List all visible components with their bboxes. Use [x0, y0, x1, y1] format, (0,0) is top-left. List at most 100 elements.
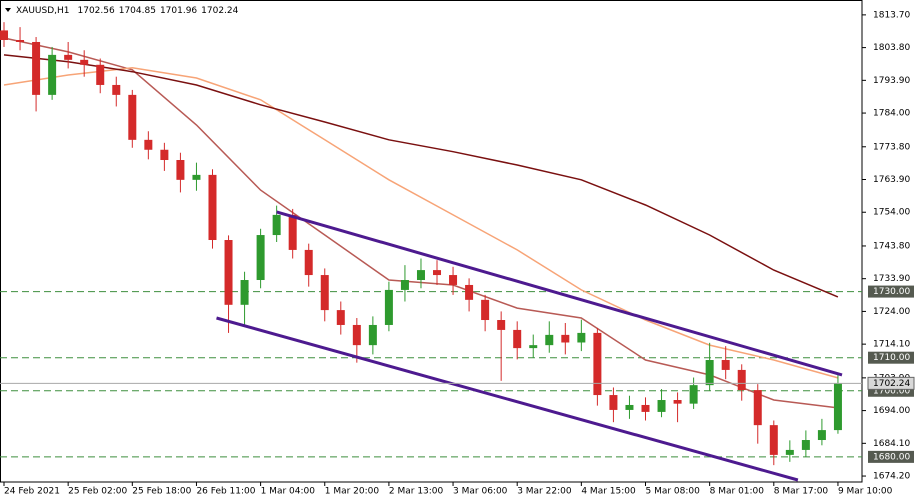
header-high: 1704.85 [119, 6, 156, 16]
candle-body [753, 390, 762, 426]
x-tick-label: 1 Mar 04:00 [261, 487, 316, 497]
x-tick-label: 25 Feb 18:00 [132, 487, 191, 497]
candle-body [769, 425, 778, 455]
candle-body [785, 449, 794, 455]
x-tick-label: 3 Mar 22:00 [517, 487, 572, 497]
moving-average [3, 54, 839, 298]
candle-body [497, 320, 506, 330]
candle-body [561, 334, 570, 343]
candle-body [529, 345, 538, 349]
level-label: 1680.00 [873, 452, 910, 462]
x-tick-label: 26 Feb 11:00 [196, 487, 255, 497]
candle-body [144, 139, 153, 150]
candle-body [64, 54, 73, 60]
candle-body [801, 440, 810, 450]
candle-body [657, 400, 666, 412]
candle-body [705, 360, 714, 386]
candle-body [673, 400, 682, 404]
x-tick-label: 24 Feb 2021 [4, 487, 60, 497]
y-tick-label: 1714.10 [873, 340, 910, 350]
candle-body [16, 40, 25, 42]
candle-body [304, 249, 313, 276]
candle-body [224, 240, 233, 305]
x-tick-label: 8 Mar 17:00 [774, 487, 829, 497]
x-tick-label: 3 Mar 06:00 [453, 487, 508, 497]
channel-line [216, 316, 799, 482]
candle-body [336, 310, 345, 325]
header-arrow [5, 8, 11, 12]
x-tick-label: 5 Mar 08:00 [645, 487, 700, 497]
candle-body [0, 30, 9, 41]
symbol: XAUUSD,H1 [16, 6, 70, 16]
candle-body [320, 275, 329, 311]
candle-body [240, 280, 249, 305]
header-low: 1701.96 [160, 6, 197, 16]
candle-body [641, 404, 650, 412]
header: XAUUSD,H1 1702.56 1704.85 1701.96 1702.24 [16, 6, 239, 16]
candle-body [208, 174, 217, 241]
header-close: 1702.24 [201, 6, 238, 16]
level-box [868, 450, 914, 463]
y-tick-label: 1724.00 [873, 307, 910, 317]
candle-body [625, 404, 634, 410]
candle-body [577, 332, 586, 343]
candle-body [368, 324, 377, 346]
candle-body [32, 41, 41, 95]
candle-body [160, 149, 169, 161]
y-tick-label: 1694.00 [873, 406, 910, 416]
candle-body [400, 280, 409, 290]
candle-body [449, 275, 458, 285]
candle-body [737, 369, 746, 391]
level-box [868, 285, 914, 298]
candle-body [192, 174, 201, 180]
level-box [868, 351, 914, 364]
level-label: 1710.00 [873, 353, 910, 363]
candle-body [833, 383, 842, 431]
y-tick-label: 1813.70 [873, 10, 910, 20]
x-tick-label: 9 Mar 10:00 [838, 487, 893, 497]
candle-body [545, 334, 554, 346]
candle-body [513, 329, 522, 349]
candle-body [256, 235, 265, 281]
x-tick-label: 4 Mar 15:00 [581, 487, 636, 497]
y-tick-label: 1793.90 [873, 76, 910, 86]
candle-body [721, 360, 730, 370]
candle-body [48, 54, 57, 95]
candle-body [593, 332, 602, 396]
level-label: 1730.00 [873, 287, 910, 297]
x-tick-label: 25 Feb 02:00 [68, 487, 127, 497]
channel-line [276, 210, 843, 377]
candle-body [384, 289, 393, 325]
candle-body [112, 84, 121, 95]
y-tick-label: 1684.10 [873, 439, 910, 449]
y-tick-label: 1754.00 [873, 208, 910, 218]
last-price-label: 1702.24 [873, 379, 910, 389]
x-tick-label: 2 Mar 13:00 [389, 487, 444, 497]
y-tick-label: 1763.90 [873, 175, 910, 185]
x-tick-label: 8 Mar 01:00 [710, 487, 765, 497]
candle-body [128, 94, 137, 140]
x-tick-label: 1 Mar 20:00 [325, 487, 380, 497]
y-tick-label: 1803.80 [873, 43, 910, 53]
candle-body [80, 59, 89, 65]
candle-body [96, 64, 105, 85]
candle-body [689, 385, 698, 404]
candle-body [481, 299, 490, 321]
candle-body [288, 214, 297, 250]
candle-body [465, 284, 474, 300]
candle-body [416, 270, 425, 281]
candle-body [272, 214, 281, 236]
y-tick-label: 1733.90 [873, 274, 910, 284]
candle-body [609, 395, 618, 410]
plot-frame [0, 0, 863, 483]
y-tick-label: 1773.80 [873, 142, 910, 152]
candle-body [352, 324, 361, 346]
moving-average [3, 67, 839, 379]
last-price-box [867, 376, 915, 390]
candle-body [433, 270, 442, 276]
y-tick-label: 1743.80 [873, 241, 910, 251]
header-open: 1702.56 [78, 6, 115, 16]
y-tick-label: 1784.00 [873, 109, 910, 119]
